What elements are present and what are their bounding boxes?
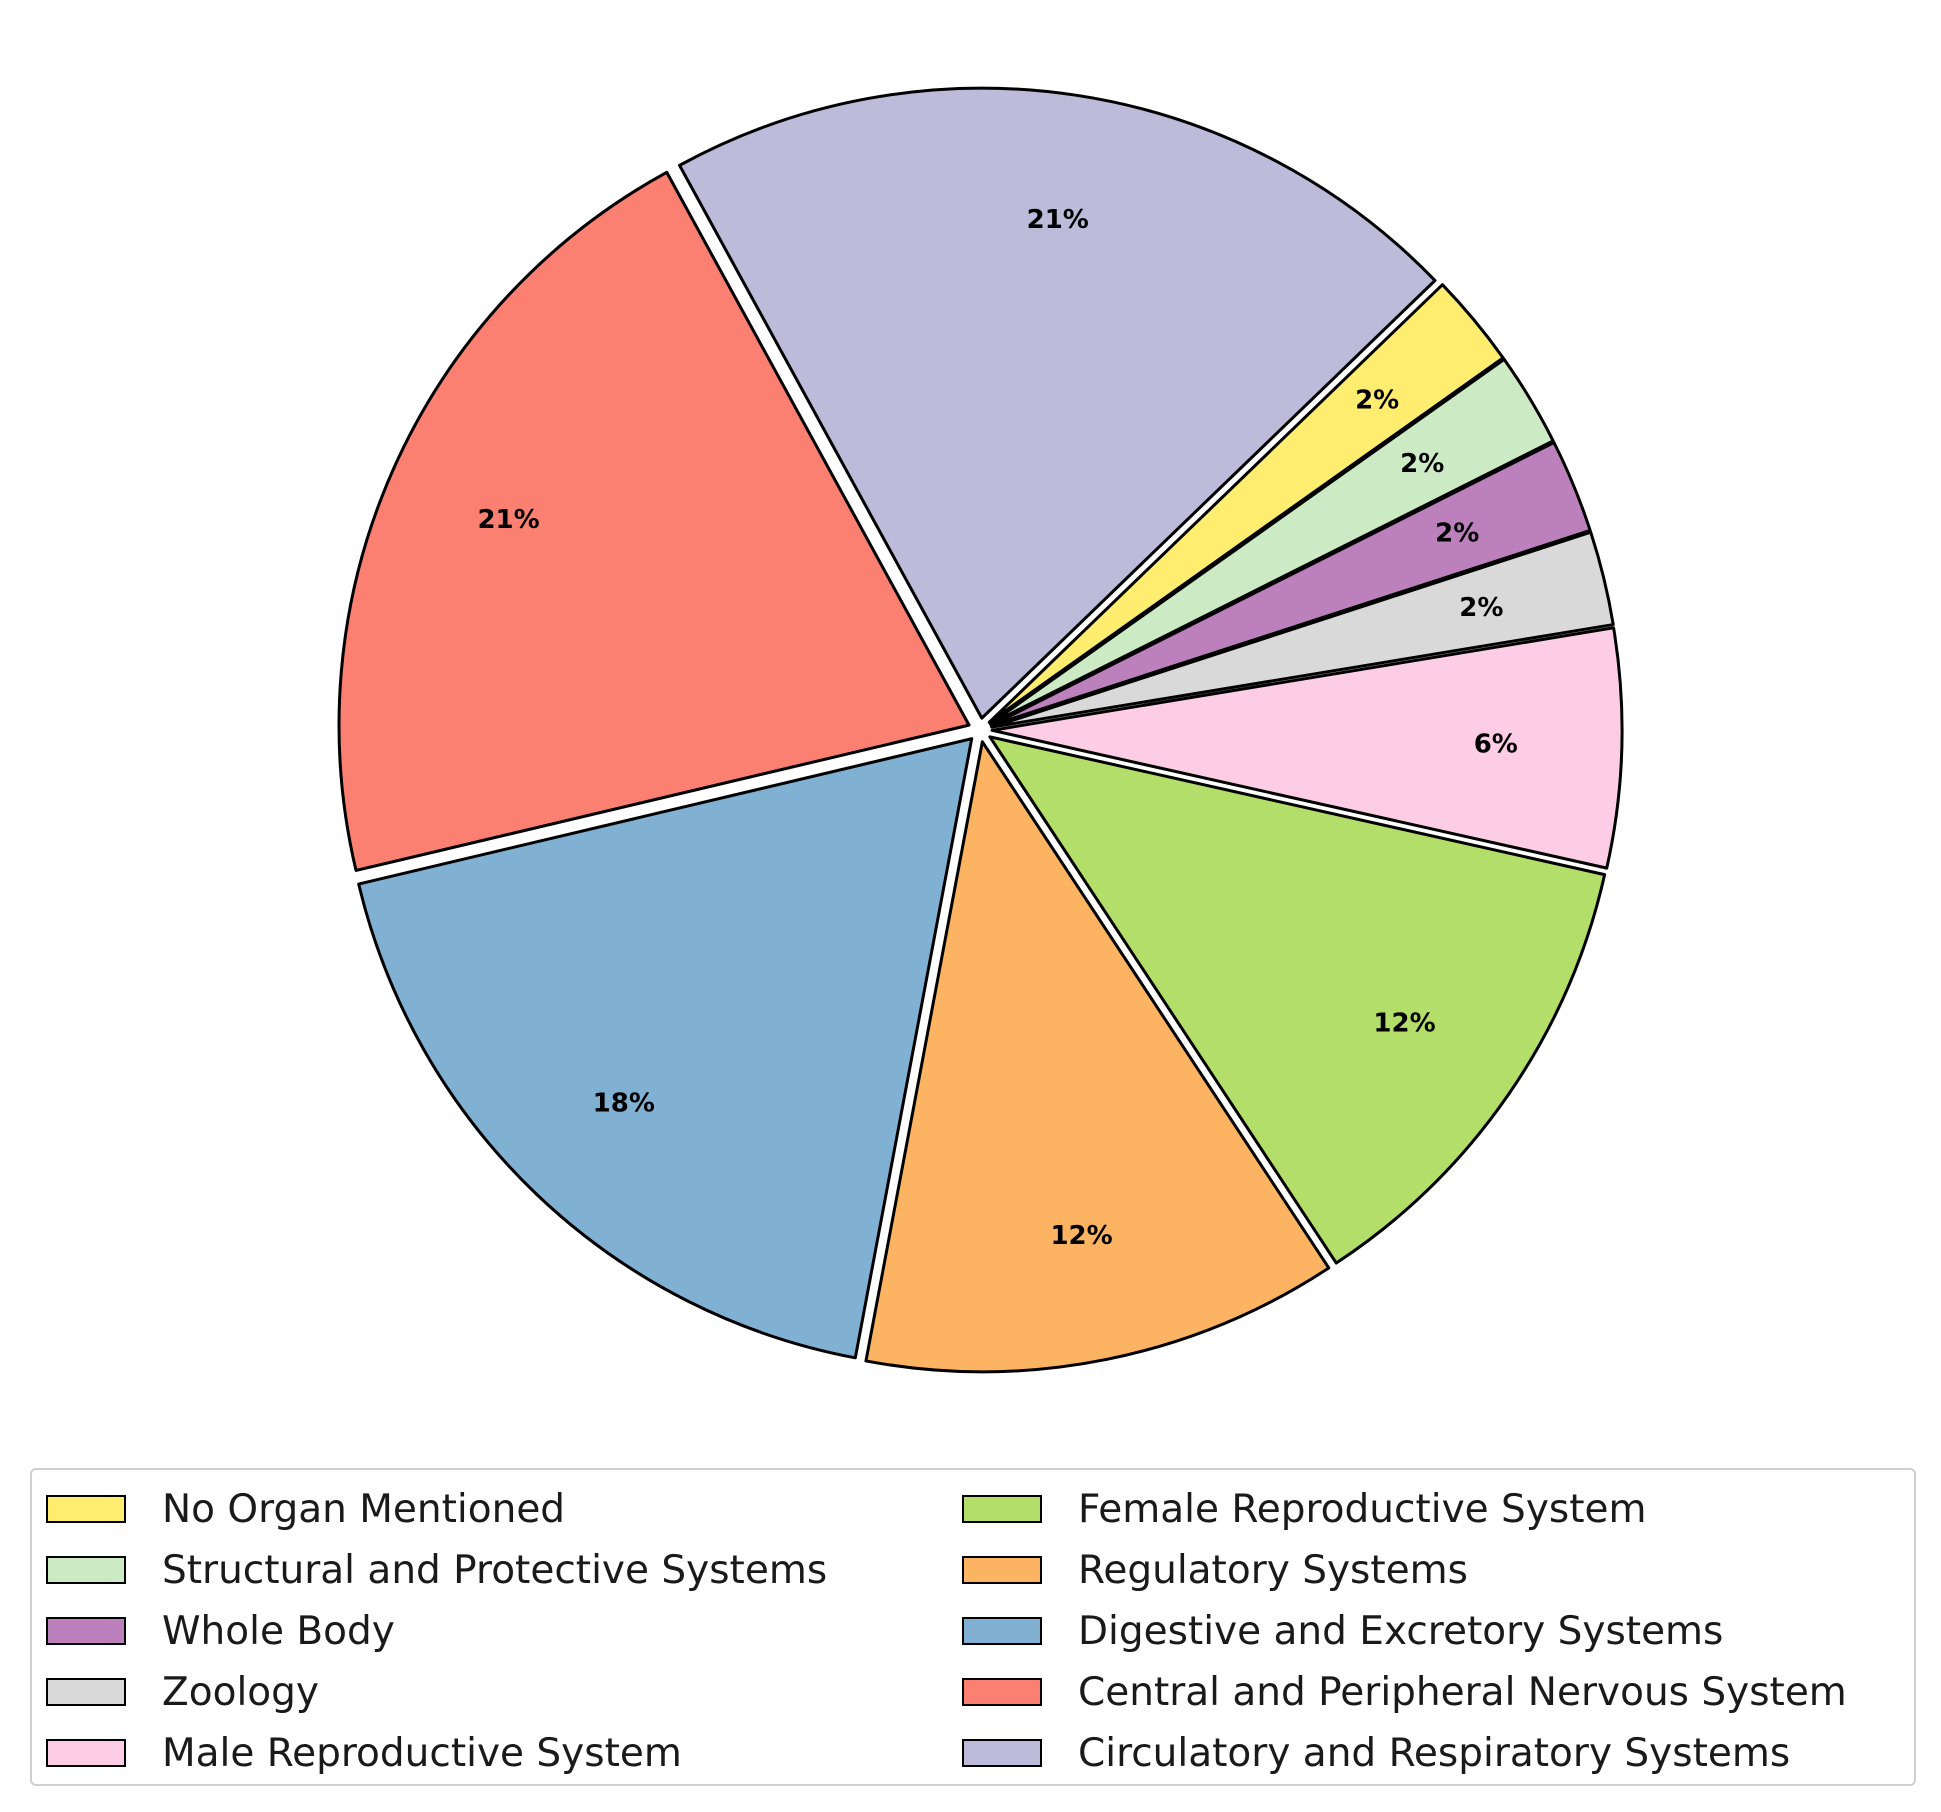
legend-swatch — [46, 1556, 126, 1584]
legend-swatch — [962, 1495, 1042, 1523]
legend-swatch — [962, 1739, 1042, 1767]
legend-item-female-reproductive-system: Female Reproductive System — [962, 1484, 1647, 1534]
legend-item-zoology: Zoology — [46, 1667, 319, 1717]
pie-percent-label: 21% — [477, 505, 539, 535]
legend-item-no-organ-mentioned: No Organ Mentioned — [46, 1484, 565, 1534]
legend-item-male-reproductive-system: Male Reproductive System — [46, 1728, 682, 1778]
pie-slice-male-reproductive-system — [990, 626, 1624, 870]
legend-label: Whole Body — [162, 1608, 395, 1654]
legend-swatch — [46, 1495, 126, 1523]
legend: No Organ Mentioned Structural and Protec… — [30, 1468, 1916, 1786]
legend-swatch — [46, 1739, 126, 1767]
legend-item-central-and-peripheral-nervous-system: Central and Peripheral Nervous System — [962, 1667, 1847, 1717]
pie-slice-central-and-peripheral-nervous-system — [337, 170, 971, 872]
pie-slice-digestive-and-excretory-systems — [357, 737, 974, 1360]
legend-item-whole-body: Whole Body — [46, 1606, 395, 1656]
legend-label: Regulatory Systems — [1078, 1547, 1468, 1593]
pie-slice-whole-body — [989, 441, 1592, 727]
legend-swatch — [962, 1556, 1042, 1584]
legend-swatch — [962, 1617, 1042, 1645]
pie-percent-label: 21% — [1027, 205, 1089, 235]
pie-percent-label: 18% — [593, 1088, 655, 1118]
pie-percent-label: 12% — [1050, 1221, 1112, 1251]
legend-item-structural-and-protective-systems: Structural and Protective Systems — [46, 1545, 827, 1595]
legend-label: Circulatory and Respiratory Systems — [1078, 1730, 1791, 1776]
pie-percent-label: 12% — [1373, 1008, 1435, 1038]
legend-swatch — [46, 1617, 126, 1645]
legend-swatch — [46, 1678, 126, 1706]
legend-label: Structural and Protective Systems — [162, 1547, 828, 1593]
legend-swatch — [962, 1678, 1042, 1706]
pie-percent-label: 2% — [1355, 386, 1399, 416]
legend-label: Central and Peripheral Nervous System — [1078, 1669, 1847, 1715]
legend-item-digestive-and-excretory-systems: Digestive and Excretory Systems — [962, 1606, 1723, 1656]
pie-percent-label: 2% — [1400, 449, 1444, 479]
pie-slice-female-reproductive-system — [988, 735, 1607, 1265]
legend-item-circulatory-and-respiratory-systems: Circulatory and Respiratory Systems — [962, 1728, 1790, 1778]
legend-label: Zoology — [162, 1669, 319, 1715]
pie-percent-label: 2% — [1459, 593, 1503, 623]
pie-slice-zoology — [990, 530, 1615, 729]
pie-slice-regulatory-systems — [864, 740, 1331, 1374]
legend-label: Digestive and Excretory Systems — [1078, 1608, 1724, 1654]
legend-label: Male Reproductive System — [162, 1730, 682, 1776]
legend-label: No Organ Mentioned — [162, 1486, 566, 1532]
legend-label: Female Reproductive System — [1078, 1486, 1647, 1532]
pie-percent-label: 6% — [1474, 730, 1518, 760]
pie-slices — [337, 86, 1624, 1374]
legend-item-regulatory-systems: Regulatory Systems — [962, 1545, 1468, 1595]
pie-slice-circulatory-and-respiratory-systems — [678, 86, 1437, 720]
pie-percent-labels: 2% 2% 2% 2% 6% 12% 12% 18% 21% 21% — [477, 205, 1517, 1251]
pie-slice-no-organ-mentioned — [987, 283, 1505, 724]
pie-percent-label: 2% — [1435, 519, 1479, 549]
pie-slice-structural-and-protective-systems — [988, 357, 1555, 726]
